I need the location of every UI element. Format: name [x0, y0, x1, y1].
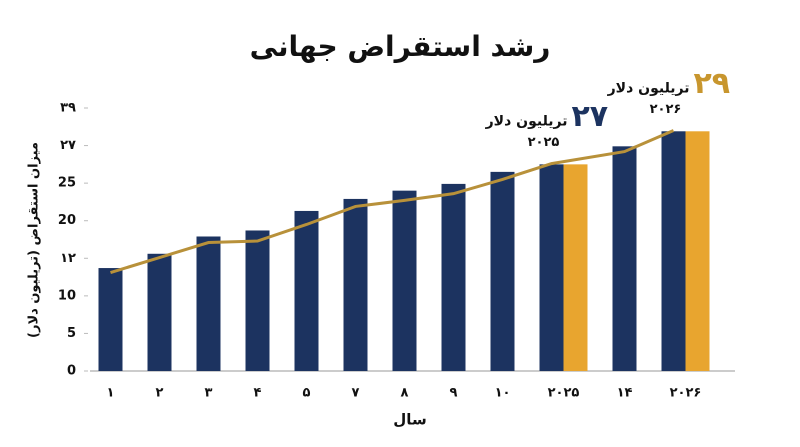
annotation-number: ۲۹	[694, 66, 731, 101]
y-tick-label: 5	[67, 326, 76, 341]
annotation-number: ۲۷	[572, 99, 609, 134]
x-tick-label: ۵	[303, 386, 311, 401]
line	[110, 129, 675, 274]
x-tick-label: ۲	[156, 386, 164, 401]
x-tick-label: ۷	[352, 386, 360, 401]
bar	[343, 198, 368, 371]
y-tick-label: 0	[67, 364, 76, 379]
annotation-year: ۲۰۲۵	[528, 135, 560, 150]
annotation-year: ۲۰۲۶	[650, 102, 682, 117]
x-axis-label: سال	[393, 411, 426, 429]
y-tick-label: 20	[58, 213, 76, 228]
y-tick-label: 10	[58, 288, 76, 303]
bar	[147, 253, 172, 371]
x-tick-label: ۹	[450, 386, 458, 401]
x-tick-label: ۲۰۲۵	[548, 386, 580, 401]
y-tick-label: ۲۷	[60, 138, 76, 153]
x-tick-label: ۳	[205, 386, 213, 401]
bar	[294, 210, 319, 371]
chart-title: رشد استقراض جهانی	[250, 30, 551, 63]
x-tick-label: ۱۰	[495, 386, 511, 401]
bar	[245, 230, 270, 371]
bar	[612, 146, 637, 371]
annotation-text: تریلیون دلار	[607, 80, 690, 96]
y-tick-label: 25	[58, 176, 76, 191]
bar	[392, 190, 417, 371]
x-tick-label: ۱۴	[617, 386, 633, 401]
x-tick-label: ۴	[254, 386, 262, 401]
x-tick-label: ۸	[401, 386, 409, 401]
bar	[196, 236, 221, 371]
bar	[685, 131, 710, 371]
bar	[441, 183, 466, 371]
x-tick-label: ۲۰۲۶	[670, 386, 702, 401]
y-tick-label: ۱۲	[60, 251, 76, 266]
bar	[661, 131, 686, 371]
bar	[539, 164, 564, 371]
x-tick-label: ۱	[107, 386, 115, 401]
y-tick-label: ۳۹	[60, 101, 76, 116]
bar	[563, 164, 588, 371]
bar	[490, 171, 515, 371]
bar	[98, 268, 123, 371]
annotation-text: تریلیون دلار	[485, 113, 568, 129]
y-axis-label: میزان استقراض (تریلیون دلار)	[27, 142, 42, 338]
